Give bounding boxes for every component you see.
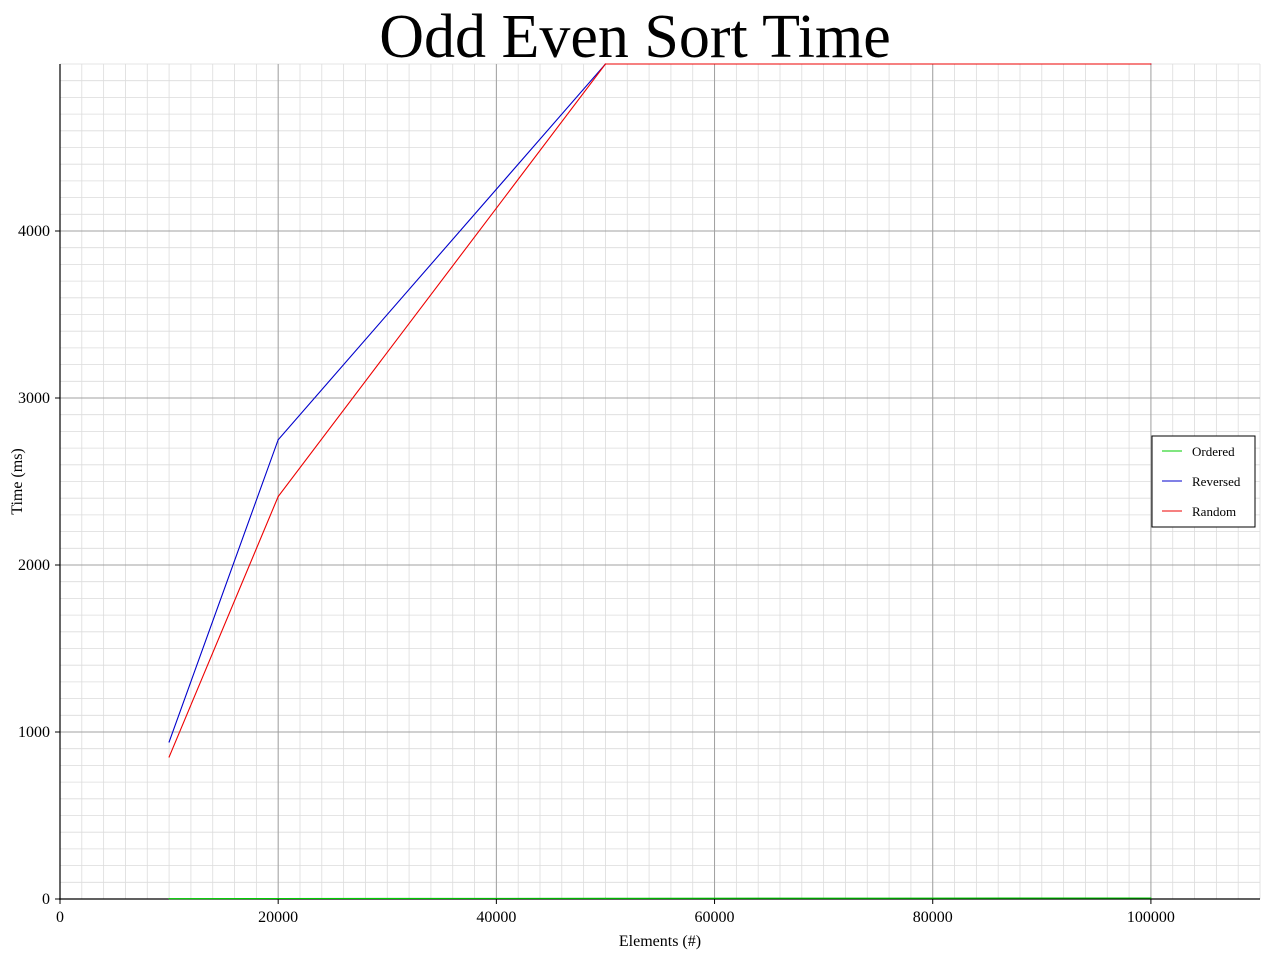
data-point-random bbox=[604, 63, 607, 65]
x-tick-label: 100000 bbox=[1127, 909, 1175, 926]
series-line-reversed bbox=[168, 63, 1151, 743]
minor-gridlines bbox=[59, 63, 1261, 900]
chart-axes bbox=[55, 64, 1260, 904]
x-tick-label: 60000 bbox=[695, 909, 735, 926]
series-line-ordered bbox=[169, 897, 1151, 900]
x-tick-label: 40000 bbox=[476, 909, 516, 926]
y-tick-label: 2000 bbox=[18, 557, 50, 574]
series-line-random bbox=[168, 63, 1151, 758]
y-tick-label: 1000 bbox=[18, 724, 50, 741]
y-tick-label: 3000 bbox=[18, 390, 50, 407]
y-tick-label: 4000 bbox=[18, 223, 50, 240]
x-tick-label: 80000 bbox=[913, 909, 953, 926]
tick-labels: 0 20000 40000 60000 80000 100000 0 1000 2000 3000… bbox=[18, 223, 1175, 926]
legend: Ordered Reversed Random bbox=[1151, 435, 1256, 528]
data-point-reversed bbox=[168, 741, 170, 743]
data-point-reversed bbox=[277, 439, 279, 441]
data-point-ordered bbox=[168, 898, 170, 900]
legend-label-reversed: Reversed bbox=[1192, 474, 1241, 489]
data-point-random bbox=[277, 495, 279, 498]
y-tick-label: 0 bbox=[42, 891, 50, 908]
data-point-random bbox=[168, 756, 170, 758]
legend-label-random: Random bbox=[1192, 504, 1236, 519]
data-point-ordered bbox=[604, 897, 607, 899]
x-tick-label: 20000 bbox=[258, 909, 298, 926]
y-axis-label: Time (ms) bbox=[9, 448, 26, 515]
data-point-ordered bbox=[1150, 897, 1152, 899]
x-tick-label: 0 bbox=[56, 909, 64, 926]
series-layer bbox=[168, 63, 1152, 900]
data-point-ordered bbox=[277, 897, 279, 900]
chart-title: Odd Even Sort Time bbox=[379, 3, 891, 71]
data-point-random bbox=[1150, 63, 1152, 65]
x-axis-label: Elements (#) bbox=[619, 933, 701, 950]
legend-label-ordered: Ordered bbox=[1192, 444, 1235, 459]
